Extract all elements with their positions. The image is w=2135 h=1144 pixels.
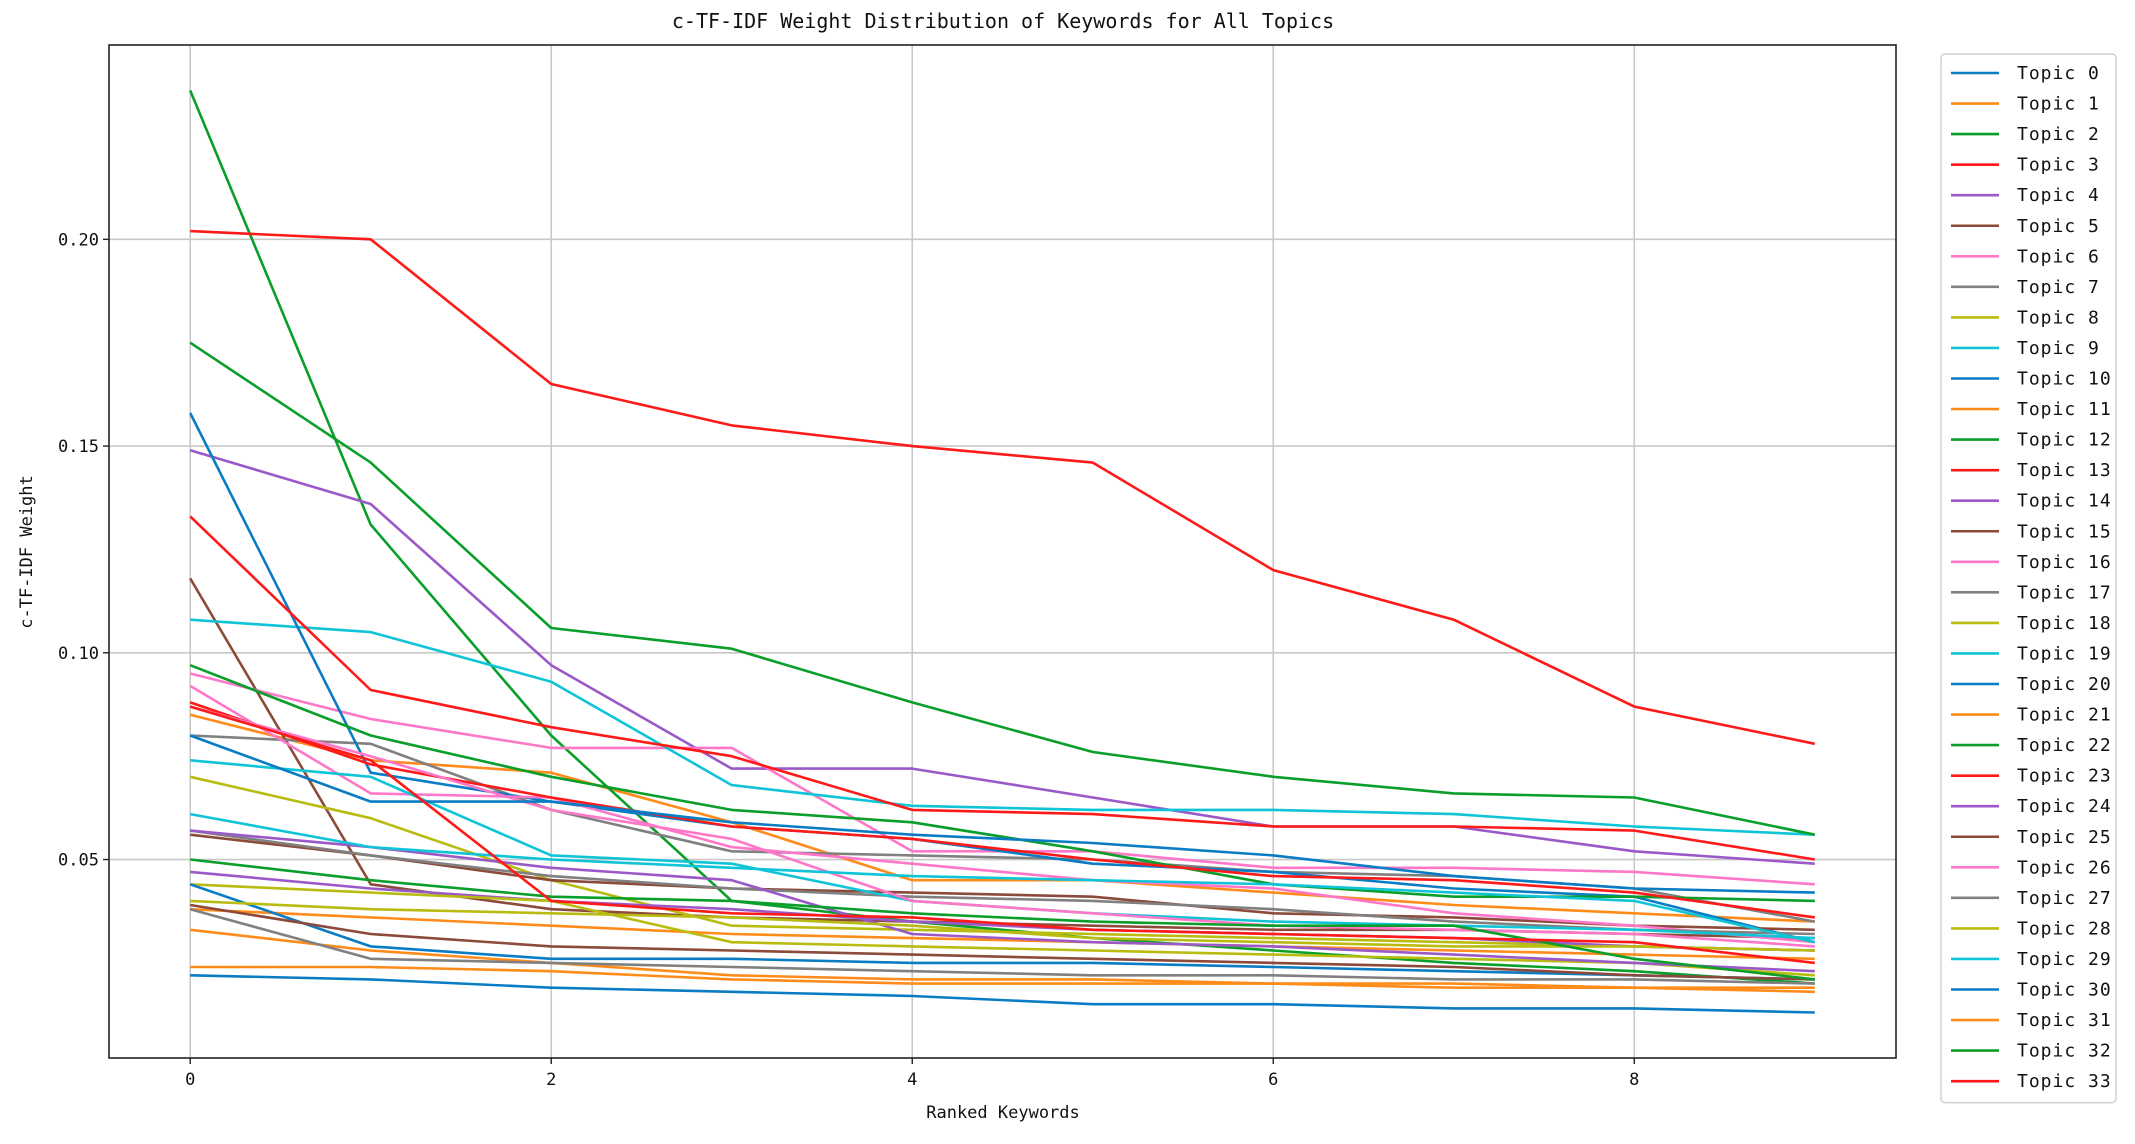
series-line-topic-2 (188, 90, 1815, 985)
legend-label: Topic 13 (2017, 460, 2112, 481)
legend-label: Topic 16 (2017, 552, 2112, 573)
series-line-topic-21 (190, 928, 1815, 994)
series-line-topic-4 (189, 448, 1815, 865)
y-tick-label: 0.15 (58, 437, 99, 457)
series-line-topic-31 (190, 965, 1815, 990)
legend-label: Topic 1 (2017, 94, 2100, 115)
x-tick-label: 2 (546, 1070, 556, 1090)
legend-frame (1940, 53, 2117, 1104)
series-line-topic-13 (189, 515, 1816, 861)
series-line-topic-26 (189, 705, 1815, 948)
legend-label: Topic 3 (2017, 155, 2100, 176)
legend-label: Topic 28 (2017, 918, 2112, 939)
series-line-topic-27 (189, 907, 1815, 985)
x-tick-label: 4 (907, 1070, 917, 1090)
series-line-topic-15 (190, 833, 1815, 932)
series-line-topic-24 (190, 829, 1815, 973)
series-line-topic-0 (190, 974, 1815, 1014)
y-tick-label: 0.10 (58, 644, 99, 664)
plot-frame (108, 44, 1897, 1059)
legend-label: Topic 22 (2017, 735, 2112, 756)
legend-label: Topic 32 (2017, 1041, 2112, 1062)
series-line-topic-29 (189, 812, 1816, 944)
legend-label: Topic 7 (2017, 277, 2100, 298)
legend-label: Topic 26 (2017, 857, 2112, 878)
x-tick-label: 0 (185, 1070, 195, 1090)
legend-label: Topic 31 (2017, 1010, 2112, 1031)
y-axis-label: c-TF-IDF Weight (17, 475, 37, 629)
series-line-topic-18 (190, 883, 1815, 977)
legend-label: Topic 25 (2017, 827, 2112, 848)
x-tick-label: 8 (1629, 1070, 1639, 1090)
legend-label: Topic 18 (2017, 613, 2112, 634)
series-line-topic-16 (189, 684, 1815, 944)
y-tick-label: 0.05 (58, 851, 99, 871)
legend-label: Topic 33 (2017, 1071, 2112, 1092)
series-line-topic-12 (189, 341, 1816, 836)
legend-label: Topic 5 (2017, 216, 2100, 237)
legend-label: Topic 4 (2017, 185, 2100, 206)
legend-label: Topic 21 (2017, 705, 2112, 726)
legend-label: Topic 12 (2017, 430, 2112, 451)
series-line-topic-25 (189, 903, 1815, 981)
legend-label: Topic 6 (2017, 246, 2100, 267)
legend-label: Topic 23 (2017, 766, 2112, 787)
legend-label: Topic 2 (2017, 124, 2100, 145)
series-line-topic-23 (189, 701, 1815, 919)
legend-label: Topic 17 (2017, 582, 2112, 603)
legend-label: Topic 11 (2017, 399, 2112, 420)
series-line-topic-10 (189, 412, 1816, 944)
legend-label: Topic 20 (2017, 674, 2112, 695)
series-line-topic-30 (189, 734, 1815, 894)
chart-title: c-TF-IDF Weight Distribution of Keywords… (672, 9, 1334, 33)
legend-label: Topic 30 (2017, 980, 2112, 1001)
legend-label: Topic 8 (2017, 307, 2100, 328)
series-line-topic-9 (190, 618, 1815, 836)
legend-label: Topic 24 (2017, 796, 2112, 817)
series-line-topic-33 (189, 705, 1815, 965)
axis-ticks: 0 2 4 6 8 0.05 0.10 0.15 0.20 (58, 230, 1639, 1090)
series-line-topic-3 (190, 229, 1816, 746)
series-line-topic-20 (189, 883, 1815, 981)
legend-label: Topic 15 (2017, 521, 2112, 542)
x-tick-label: 6 (1268, 1070, 1278, 1090)
legend-label: Topic 19 (2017, 643, 2112, 664)
series-line-topic-28 (190, 899, 1815, 952)
y-tick-label: 0.20 (58, 230, 99, 250)
legend-label: Topic 10 (2017, 369, 2112, 390)
series-line-topic-17 (190, 829, 1815, 936)
series-line-topic-11 (190, 907, 1815, 961)
legend: Topic 0 Topic 1 Topic 2 Topic 3 Topic 4 Topic… (1940, 53, 2117, 1104)
series-lines (188, 90, 1816, 1014)
series-line-topic-32 (190, 858, 1815, 981)
legend-label: Topic 29 (2017, 949, 2112, 970)
legend-label: Topic 0 (2017, 63, 2100, 84)
legend-label: Topic 9 (2017, 338, 2100, 359)
legend-label: Topic 27 (2017, 888, 2112, 909)
series-line-topic-1 (189, 713, 1815, 923)
legend-label: Topic 14 (2017, 491, 2112, 512)
x-axis-label: Ranked Keywords (926, 1103, 1080, 1123)
